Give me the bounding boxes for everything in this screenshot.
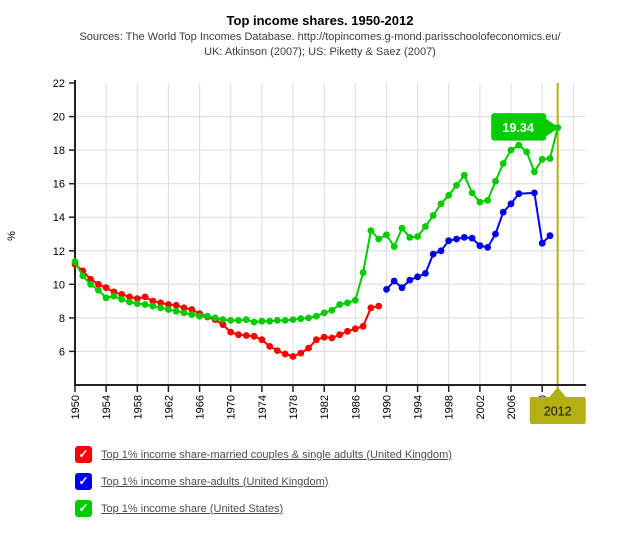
y-axis-title: % <box>6 231 18 241</box>
legend-label-uk-adults[interactable]: Top 1% income share-adults (United Kingd… <box>101 475 329 488</box>
svg-text:22: 22 <box>53 78 65 90</box>
svg-text:8: 8 <box>59 313 65 325</box>
legend-checkbox-green[interactable]: ✓ <box>75 500 92 517</box>
svg-text:1978: 1978 <box>288 395 300 419</box>
legend-label-us[interactable]: Top 1% income share (United States) <box>101 502 284 515</box>
svg-text:2006: 2006 <box>506 395 518 419</box>
svg-text:1982: 1982 <box>319 395 331 419</box>
legend: ✓ Top 1% income share-married couples & … <box>75 441 452 522</box>
chart-subtitle-authors: UK: Atkinson (2007); US: Piketty & Saez … <box>204 46 436 58</box>
legend-label-uk-married-couples[interactable]: Top 1% income share-married couples & si… <box>101 448 452 461</box>
legend-checkbox-blue[interactable]: ✓ <box>75 473 92 490</box>
svg-text:18: 18 <box>53 145 65 157</box>
svg-text:1990: 1990 <box>382 395 394 419</box>
svg-text:1998: 1998 <box>444 395 456 419</box>
axes <box>69 80 586 392</box>
chart-subtitle-sources: Sources: The World Top Incomes Database.… <box>79 31 561 43</box>
legend-item-us[interactable]: ✓ Top 1% income share (United States) <box>75 495 452 522</box>
svg-text:2012: 2012 <box>544 405 572 419</box>
svg-text:1954: 1954 <box>101 395 113 419</box>
series-us[interactable] <box>71 124 562 326</box>
svg-text:1994: 1994 <box>413 395 425 419</box>
series-uk-adults[interactable] <box>383 189 554 293</box>
chart-area: 6 8 10 12 14 16 18 20 22 1950 1954 1958 1962 1966 1970… <box>6 78 586 424</box>
svg-text:1986: 1986 <box>350 395 362 419</box>
svg-text:19.34: 19.34 <box>503 121 534 135</box>
svg-text:2002: 2002 <box>475 395 487 419</box>
chart-title: Top income shares. 1950-2012 <box>226 13 414 28</box>
chart-canvas: 6 8 10 12 14 16 18 20 22 1950 1954 1958 1962 1966 1970… <box>6 78 586 424</box>
svg-text:14: 14 <box>53 212 65 224</box>
legend-item-uk-adults[interactable]: ✓ Top 1% income share-adults (United Kin… <box>75 468 452 495</box>
svg-text:1966: 1966 <box>195 395 207 419</box>
callout-19-34: 19.34 <box>491 113 560 141</box>
legend-checkbox-red[interactable]: ✓ <box>75 446 92 463</box>
y-axis-labels: 6 8 10 12 14 16 18 20 22 <box>53 78 65 358</box>
svg-text:1950: 1950 <box>70 395 82 419</box>
svg-text:20: 20 <box>53 112 65 124</box>
svg-text:1958: 1958 <box>132 395 144 419</box>
svg-text:1962: 1962 <box>163 395 175 419</box>
svg-text:6: 6 <box>59 346 65 358</box>
svg-text:10: 10 <box>53 279 65 291</box>
svg-text:1974: 1974 <box>257 395 269 419</box>
svg-text:12: 12 <box>53 246 65 258</box>
series-uk-married-couples[interactable] <box>71 260 383 360</box>
svg-text:1970: 1970 <box>226 395 238 419</box>
marker-2012-badge: 2012 <box>529 387 586 424</box>
svg-text:16: 16 <box>53 179 65 191</box>
legend-item-uk-married-couples[interactable]: ✓ Top 1% income share-married couples & … <box>75 441 452 468</box>
x-axis-labels: 1950 1954 1958 1962 1966 1970 1974 1978 1982 1986… <box>70 395 549 419</box>
